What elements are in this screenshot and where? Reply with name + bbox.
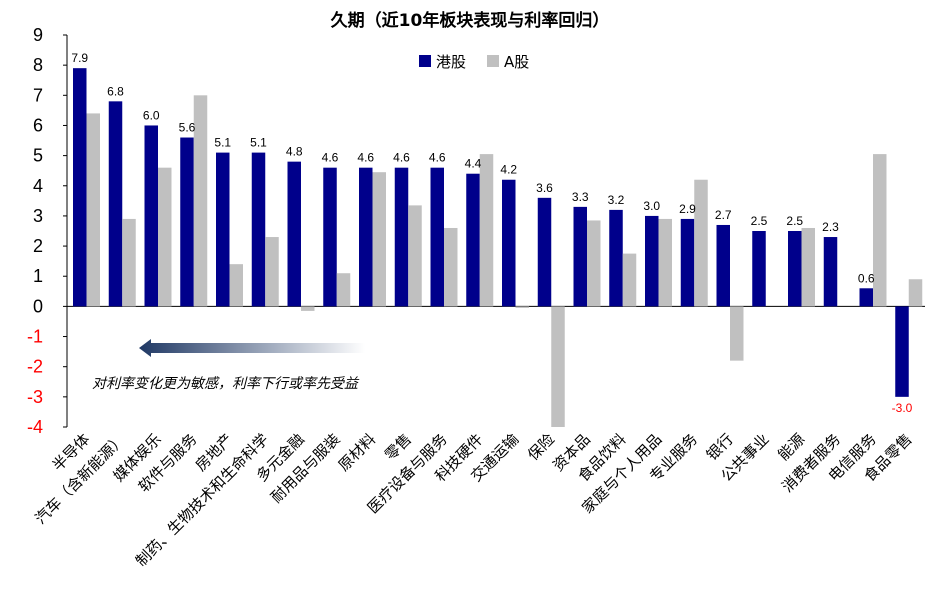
value-label: 4.6 xyxy=(357,151,374,165)
bar-hk xyxy=(466,173,480,307)
bar-hk xyxy=(359,167,373,307)
y-tick-label: 4 xyxy=(33,176,43,196)
value-label: 2.3 xyxy=(822,220,839,234)
bar-hk xyxy=(180,137,194,307)
bar-a xyxy=(551,306,565,427)
bar-hk xyxy=(859,288,873,307)
bar-hk xyxy=(73,68,87,307)
bar-hk xyxy=(716,224,730,307)
bar-hk xyxy=(573,206,587,307)
bar-a xyxy=(301,306,315,311)
legend-swatch-hk xyxy=(419,55,431,67)
bar-hk xyxy=(823,237,838,307)
value-label: 3.6 xyxy=(536,181,553,195)
value-label: 4.6 xyxy=(322,151,339,165)
value-label: 4.4 xyxy=(465,157,482,171)
value-label: 6.0 xyxy=(143,108,160,122)
bar-a xyxy=(193,95,208,307)
bar-a xyxy=(336,273,351,307)
bar-hk xyxy=(895,306,909,397)
value-label: 0.6 xyxy=(858,271,875,285)
y-tick-label: 2 xyxy=(33,236,43,256)
bar-hk xyxy=(144,125,158,307)
value-label: 2.5 xyxy=(751,214,768,228)
bar-hk xyxy=(323,167,337,307)
bar-a xyxy=(801,227,815,307)
y-tick-label: 5 xyxy=(33,146,43,166)
bar-a xyxy=(873,154,887,307)
bar-hk xyxy=(394,167,409,307)
bar-a xyxy=(908,279,923,307)
x-axis-labels: 半导体汽车（含新能源）媒体娱乐软件与服务房地产制药、生物技术和生命科学多元金融耐… xyxy=(31,430,915,570)
category-label: 原材料 xyxy=(335,430,380,475)
legend: 港股 A股 xyxy=(419,53,529,71)
y-tick-label: 6 xyxy=(33,115,43,135)
value-label: 2.9 xyxy=(679,202,696,216)
bar-hk xyxy=(680,218,695,307)
bar-hk xyxy=(251,152,266,307)
bar-a xyxy=(122,218,136,307)
value-label: 7.9 xyxy=(71,51,88,65)
annotation-text: 对利率变化更为敏感，利率下行或率先受益 xyxy=(92,376,360,392)
value-label: 6.8 xyxy=(107,84,124,98)
left-arrow-icon xyxy=(139,339,365,357)
value-label: 3.0 xyxy=(643,199,660,213)
value-label: 3.3 xyxy=(572,190,589,204)
value-label: -3.0 xyxy=(892,401,913,415)
bar-a xyxy=(444,227,458,307)
y-tick-label: 0 xyxy=(33,296,43,316)
y-tick-label: -3 xyxy=(27,387,43,407)
value-label: 4.8 xyxy=(286,145,303,159)
bar-hk xyxy=(108,101,123,307)
bar-a xyxy=(408,205,422,307)
y-tick-label: 1 xyxy=(33,266,43,286)
bar-a xyxy=(479,154,494,307)
bar-hk xyxy=(502,179,516,307)
y-tick-label: -4 xyxy=(27,417,43,437)
bar-a xyxy=(658,218,672,307)
value-label: 4.6 xyxy=(429,151,446,165)
chart-title: 久期（近10年板块表现与利率回归） xyxy=(331,10,610,31)
value-label: 3.2 xyxy=(608,193,625,207)
bar-a xyxy=(158,167,172,307)
value-label: 4.6 xyxy=(393,151,410,165)
annotation: 对利率变化更为敏感，利率下行或率先受益 xyxy=(92,339,365,392)
bar-a xyxy=(372,172,386,307)
y-axis: 9 8 7 6 5 4 3 2 1 0 -1 -2 -3 -4 xyxy=(27,25,925,437)
bar-hk xyxy=(430,167,444,307)
bar-hk xyxy=(287,161,301,307)
bar-a xyxy=(229,264,243,307)
bar-hk xyxy=(645,215,659,307)
y-tick-label: -2 xyxy=(27,357,43,377)
value-label: 5.6 xyxy=(179,121,196,135)
bar-hk xyxy=(609,209,623,307)
value-label: 4.2 xyxy=(500,163,517,177)
bar-hk xyxy=(752,231,766,307)
value-label: 5.1 xyxy=(250,136,267,150)
legend-label-a: A股 xyxy=(504,53,529,71)
bar-a xyxy=(86,113,100,307)
bar-a xyxy=(730,306,744,361)
bar-a xyxy=(622,253,637,307)
y-tick-label: 9 xyxy=(33,25,43,45)
value-label: 2.5 xyxy=(786,214,803,228)
value-labels: 7.9 6.8 6.0 5.6 5.1 5.1 4.8 4.6 4.6 4.6 4.6 4.4 4.2 3… xyxy=(71,51,912,415)
legend-label-hk: 港股 xyxy=(436,53,466,71)
legend-swatch-a xyxy=(487,55,499,67)
y-tick-label: 3 xyxy=(33,206,43,226)
y-tick-label: -1 xyxy=(27,327,43,347)
bar-a xyxy=(265,237,279,307)
bars xyxy=(73,68,923,427)
bar-a xyxy=(515,306,529,308)
bar-a xyxy=(694,179,708,307)
y-tick-label: 7 xyxy=(33,85,43,105)
y-tick-label: 8 xyxy=(33,55,43,75)
bar-hk xyxy=(216,152,230,307)
bar-hk xyxy=(788,231,802,307)
value-label: 5.1 xyxy=(214,136,231,150)
bar-a xyxy=(587,220,601,307)
bar-hk xyxy=(537,197,552,307)
value-label: 2.7 xyxy=(715,208,732,222)
